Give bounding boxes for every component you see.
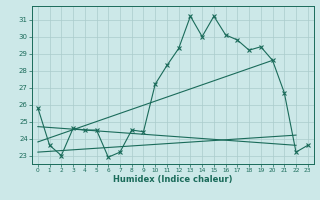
X-axis label: Humidex (Indice chaleur): Humidex (Indice chaleur) [113, 175, 233, 184]
